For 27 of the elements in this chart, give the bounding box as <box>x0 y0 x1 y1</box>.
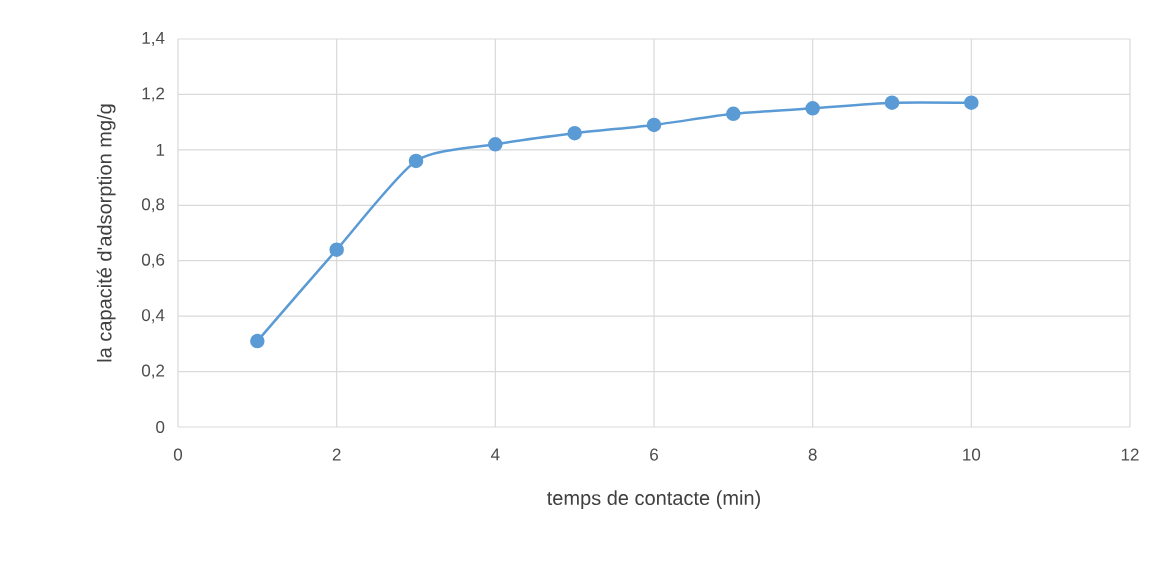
y-tick-label: 0,2 <box>141 364 165 379</box>
x-tick-label: 2 <box>332 448 341 461</box>
point <box>884 95 900 110</box>
point <box>726 106 741 122</box>
point <box>567 125 582 141</box>
x-axis-title: temps de contacte (min) <box>547 490 760 509</box>
y-tick-label: 1,2 <box>142 87 165 102</box>
x-tick-label: 0 <box>173 448 183 461</box>
point <box>488 137 503 152</box>
y-tick-label: 1,4 <box>142 32 165 46</box>
point <box>964 95 979 110</box>
y-tick-label: 0,6 <box>141 253 165 268</box>
y-tick-label: 0,8 <box>141 198 165 213</box>
x-tick-label: 6 <box>650 448 658 461</box>
point <box>408 153 424 169</box>
point <box>250 333 265 349</box>
point <box>805 101 820 116</box>
y-tick-label: 0 <box>156 421 165 434</box>
x-tick-label: 4 <box>490 448 500 461</box>
x-tick-label: 8 <box>808 448 817 461</box>
y-tick-label: 0,4 <box>141 309 165 324</box>
point <box>646 117 662 133</box>
x-tick-label: 10 <box>963 448 981 461</box>
point <box>329 242 344 257</box>
y-axis-title: la capacité d'adsorption mg/g <box>96 104 116 362</box>
y-tick-label: 1 <box>156 144 165 156</box>
x-tick-label: 12 <box>1121 448 1139 461</box>
